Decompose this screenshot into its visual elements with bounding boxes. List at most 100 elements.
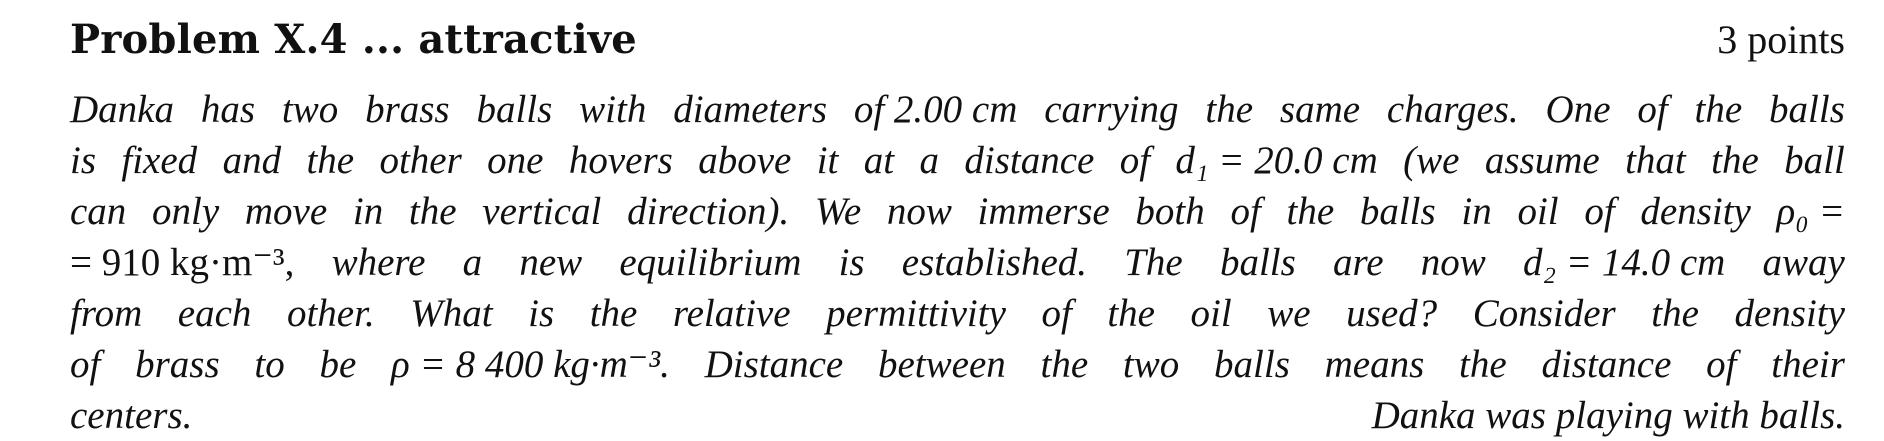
word: assume <box>1484 139 1600 182</box>
word: at <box>863 139 895 182</box>
problem-page: Problem X.4 ... attractive 3 points Dank… <box>70 8 1845 441</box>
word: of <box>1637 88 1668 131</box>
word: We <box>814 190 862 233</box>
word: balls <box>1219 241 1296 284</box>
word: balls <box>1359 190 1436 233</box>
word: the <box>1694 88 1743 131</box>
word: equilibrium <box>619 241 802 284</box>
word: the <box>1711 139 1759 182</box>
word: of <box>1041 292 1072 335</box>
word: now <box>1420 241 1486 284</box>
word: What <box>410 292 493 335</box>
word: above <box>698 139 792 182</box>
word: (we <box>1403 139 1460 182</box>
word: Danka <box>70 88 174 131</box>
last-word: centers. <box>70 394 193 437</box>
word: immerse <box>977 190 1110 233</box>
word: their <box>1771 343 1845 386</box>
word: One <box>1545 88 1611 131</box>
word: now <box>886 190 952 233</box>
word: same <box>1279 88 1361 131</box>
word: each <box>177 292 252 335</box>
word: we <box>1267 292 1311 335</box>
word: away <box>1762 241 1845 284</box>
text-line-5: from each other. What is the relative pe… <box>70 288 1845 339</box>
word: used? <box>1346 292 1438 335</box>
word: brass <box>135 343 220 386</box>
word: is <box>70 139 97 182</box>
word: it <box>816 139 839 182</box>
word: from <box>70 292 143 335</box>
word: hovers <box>568 139 673 182</box>
word: density <box>1734 292 1845 335</box>
word: the <box>1107 292 1155 335</box>
problem-header: Problem X.4 ... attractive 3 points <box>70 8 1845 66</box>
word: in <box>352 190 384 233</box>
word: a <box>919 139 939 182</box>
text-line-1: Danka has two brass balls with diameters… <box>70 84 1845 135</box>
word: of <box>70 343 101 386</box>
word: a <box>462 241 483 284</box>
text-line-4: = 910 kg·m⁻³, where a new equilibrium is… <box>70 237 1845 288</box>
word: balls <box>476 88 553 131</box>
word: means <box>1324 343 1425 386</box>
word: relative <box>672 292 791 335</box>
word: with <box>579 88 647 131</box>
word: are <box>1333 241 1384 284</box>
word: diameters <box>673 88 827 131</box>
word: the <box>408 190 457 233</box>
word: of <box>1230 190 1261 233</box>
word: to <box>254 343 285 386</box>
word: two <box>1122 343 1180 386</box>
word: oil <box>1190 292 1232 335</box>
word: Consider <box>1472 292 1616 335</box>
word: be <box>319 343 357 386</box>
word: only <box>152 190 220 233</box>
word: both <box>1135 190 1205 233</box>
distance-d2: d₂ = 14.0 cm <box>1522 241 1726 284</box>
word: where <box>331 241 426 284</box>
word: the <box>1205 88 1254 131</box>
author-note: Danka was playing with balls. <box>1371 394 1845 437</box>
word: in <box>1461 190 1492 233</box>
brass-density: ρ = 8 400 kg·m⁻³. <box>391 343 670 386</box>
word: is <box>838 241 865 284</box>
word: of <box>1584 190 1615 233</box>
text-line-2: is fixed and the other one hovers above … <box>70 135 1845 186</box>
word: carrying <box>1044 88 1179 131</box>
diameter-value: of 2.00 cm <box>853 88 1018 131</box>
word: vertical <box>482 190 602 233</box>
word: one <box>487 139 544 182</box>
word: the <box>1459 343 1507 386</box>
word: other. <box>286 292 375 335</box>
word: has <box>200 88 256 131</box>
text-line-3: can only move in the vertical direction)… <box>70 186 1845 237</box>
word: Distance <box>704 343 844 386</box>
problem-points: 3 points <box>1717 17 1845 62</box>
word: distance <box>1541 343 1672 386</box>
word: the <box>1286 190 1335 233</box>
word: move <box>244 190 328 233</box>
word: the <box>306 139 355 182</box>
word: density <box>1640 190 1751 233</box>
word: oil <box>1517 190 1559 233</box>
word: the <box>1651 292 1699 335</box>
text-line-7: centers. Danka was playing with balls. <box>70 390 1845 441</box>
text-line-6: of brass to be ρ = 8 400 kg·m⁻³. Distanc… <box>70 339 1845 390</box>
word: established. <box>901 241 1088 284</box>
oil-density-value: = 910 kg·m⁻³, <box>70 241 295 284</box>
word: fixed <box>121 139 198 182</box>
word: two <box>281 88 339 131</box>
word: ball <box>1784 139 1845 182</box>
problem-title: Problem X.4 ... attractive <box>70 16 637 63</box>
problem-text: Danka has two brass balls with diameters… <box>70 84 1845 441</box>
word: brass <box>365 88 450 131</box>
word: charges. <box>1386 88 1519 131</box>
word: that <box>1625 139 1686 182</box>
word: other <box>379 139 462 182</box>
word: balls <box>1214 343 1290 386</box>
oil-density-symbol: ρ₀ = <box>1776 190 1845 233</box>
word: distance <box>964 139 1095 182</box>
distance-d1: d₁ = 20.0 cm <box>1175 139 1378 182</box>
word: of <box>1119 139 1151 182</box>
